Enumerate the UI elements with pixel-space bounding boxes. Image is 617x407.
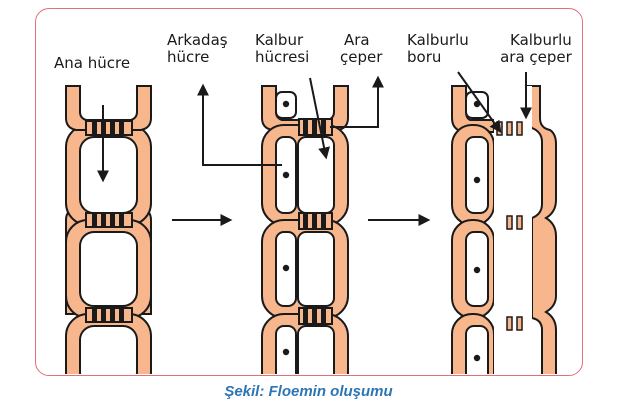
label-ara-line1: Ara [344, 31, 370, 49]
label-kalburlu-ara-line1: Kalburlu [510, 31, 572, 49]
diagram-frame [35, 8, 583, 376]
label-ara-ceper: Ara çeper [340, 32, 382, 66]
stage-1-sieve-bars [85, 120, 133, 323]
phloem-diagram [65, 71, 557, 374]
end-wall-arrow [330, 75, 384, 128]
stage-2-sieve-bars [298, 118, 333, 325]
arrows [97, 71, 532, 226]
label-kalburlu-boru: Kalburlu boru [407, 32, 469, 66]
label-ana-hucre: Ana hücre [54, 54, 131, 72]
figure-caption: Şekil: Floemin oluşumu [224, 383, 393, 400]
sieve-tube-arrow [457, 71, 502, 133]
label-arkadas-hucre: Arkadaş hücre [167, 32, 228, 66]
stage-3-sieve-plates [496, 121, 523, 331]
stage-3-cells [451, 85, 557, 374]
companion-cell-arrow [197, 83, 282, 166]
label-arkadas-line2: hücre [167, 48, 210, 66]
sieve-cell-arrow [309, 77, 330, 160]
label-kalbur-line1: Kalbur [255, 31, 304, 49]
label-kalburlu-boru-line1: Kalburlu [407, 31, 469, 49]
label-kalburlu-ara-ceper: Kalburlu ara çeper [500, 32, 572, 66]
label-kalburlu-ara-line2: ara çeper [500, 48, 572, 66]
label-kalbur-hucresi: Kalbur hücresi [255, 32, 309, 66]
label-kalburlu-boru-line2: boru [407, 48, 442, 66]
label-arkadas-line1: Arkadaş [167, 31, 228, 49]
label-ara-line2: çeper [340, 48, 383, 66]
stage-2-nuclei [282, 100, 290, 356]
label-kalbur-line2: hücresi [255, 48, 310, 66]
